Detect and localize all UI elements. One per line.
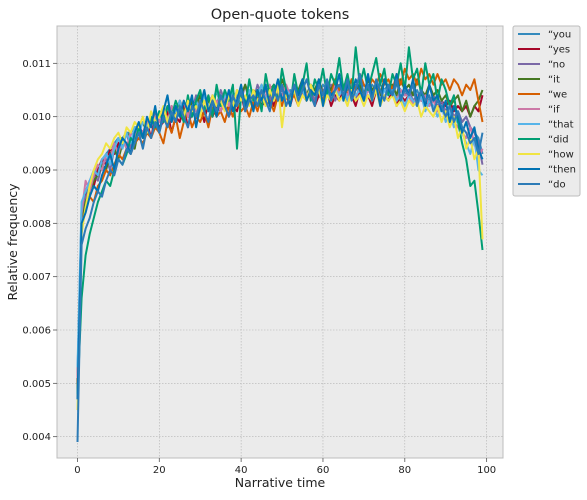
x-tick-label: 100 — [477, 465, 496, 476]
y-axis-label: Relative frequency — [5, 183, 20, 301]
legend-label: “that — [548, 120, 574, 131]
x-tick-label: 60 — [317, 465, 330, 476]
legend-label: “how — [548, 150, 574, 161]
legend-label: “then — [548, 165, 576, 176]
legend-label: “do — [548, 180, 566, 191]
series-line-10 — [76, 73, 484, 443]
legend-label: “you — [548, 30, 571, 41]
y-tick-label: 0.005 — [22, 379, 51, 390]
legend-label: “if — [548, 105, 560, 116]
y-tick-label: 0.004 — [22, 432, 51, 443]
legend-label: “did — [548, 135, 569, 146]
x-tick-label: 80 — [398, 465, 411, 476]
y-tick-label: 0.011 — [22, 59, 51, 70]
legend-label: “we — [548, 90, 567, 101]
y-tick-label: 0.007 — [22, 272, 51, 283]
series-lines — [76, 46, 484, 443]
legend-label: “it — [548, 75, 560, 86]
legend-label: “yes — [548, 45, 570, 56]
legend-label: “no — [548, 60, 565, 71]
chart-title: Open-quote tokens — [211, 7, 350, 23]
x-axis-ticks: 0 20 40 60 80 100 — [74, 458, 496, 476]
y-tick-label: 0.010 — [22, 112, 51, 123]
x-tick-label: 0 — [74, 465, 80, 476]
y-tick-label: 0.008 — [22, 219, 51, 230]
legend: “you “yes “no “it “we “if “that “did “how “then “d… — [512, 25, 581, 197]
y-axis-ticks: 0.004 0.005 0.006 0.007 0.008 0.009 0.010 0.011 — [22, 59, 57, 443]
y-tick-label: 0.006 — [22, 326, 51, 337]
x-axis-label: Narrative time — [235, 475, 326, 490]
x-tick-label: 40 — [235, 465, 248, 476]
x-tick-label: 20 — [153, 465, 166, 476]
y-tick-label: 0.009 — [22, 166, 51, 177]
